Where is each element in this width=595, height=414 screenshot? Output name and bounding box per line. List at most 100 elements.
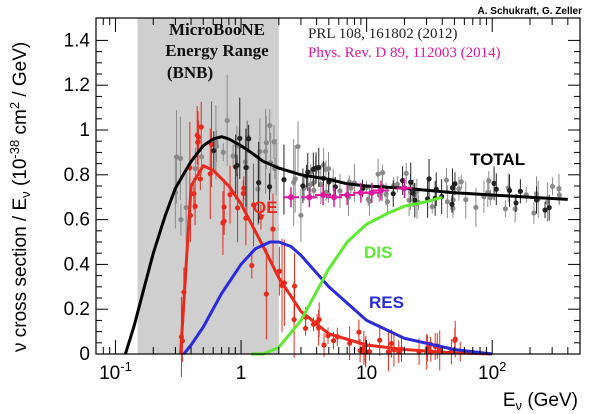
data-point xyxy=(258,214,264,220)
data-point xyxy=(316,316,322,323)
data-point xyxy=(234,205,241,211)
data-point xyxy=(366,198,373,204)
y-axis-title-main: ν cross section / E xyxy=(10,198,31,352)
curve-qe xyxy=(179,164,493,356)
ref-point xyxy=(357,189,364,196)
microboone-energy-band xyxy=(137,18,279,354)
data-point xyxy=(426,176,432,182)
curve-total xyxy=(123,135,568,355)
data-point xyxy=(486,178,492,184)
data-point xyxy=(449,185,456,191)
data-point xyxy=(276,268,282,274)
band-label-line-3: (BNB) xyxy=(167,63,213,82)
data-point xyxy=(375,171,381,177)
y-tick-label: 0.2 xyxy=(64,299,90,320)
ref-point xyxy=(306,194,313,201)
data-point xyxy=(263,291,269,297)
data-point xyxy=(266,184,273,190)
data-point xyxy=(531,210,537,216)
data-point xyxy=(491,180,497,186)
band-label: MicroBooNE Energy Range (BNB) xyxy=(165,20,269,82)
data-point xyxy=(493,186,499,192)
x-tick-label: 10-1 xyxy=(99,359,132,384)
y-axis-title-exp: -38 xyxy=(7,140,22,159)
data-point xyxy=(192,203,198,209)
data-point xyxy=(291,179,297,185)
data-point xyxy=(452,181,458,187)
x-axis-title: Eν (GeV) xyxy=(503,390,578,413)
data-point xyxy=(310,166,316,172)
data-point xyxy=(316,164,322,171)
data-point xyxy=(361,345,367,351)
band-label-line-1: MicroBooNE xyxy=(169,20,265,39)
curve-dis xyxy=(251,195,443,356)
data-point xyxy=(224,117,230,124)
data-point xyxy=(192,165,198,172)
data-point xyxy=(227,192,233,198)
data-point xyxy=(197,176,203,182)
data-point xyxy=(410,190,416,196)
x-axis-title-sub: ν xyxy=(516,398,523,413)
ref-point xyxy=(377,187,384,194)
data-point xyxy=(256,180,262,186)
x-tick-label: 1 xyxy=(236,363,247,384)
data-point xyxy=(377,337,383,343)
data-point xyxy=(513,200,519,206)
data-point xyxy=(366,349,373,355)
data-point xyxy=(305,169,311,175)
data-point xyxy=(250,202,257,208)
data-point xyxy=(243,164,249,171)
reference-prd: Phys. Rev. D 89, 112003 (2014) xyxy=(308,45,501,61)
data-point xyxy=(198,154,205,160)
data-point xyxy=(463,197,469,203)
axis-layer: 0 0.2 0.4 0.6 0.8 1 1.2 1.4 10-1 1 10 102 xyxy=(64,18,581,384)
data-point xyxy=(549,183,556,190)
data-point xyxy=(230,153,236,159)
data-point xyxy=(207,171,213,177)
data-point xyxy=(233,164,239,170)
x-axis-title-unit: (GeV) xyxy=(522,390,578,411)
data-point xyxy=(298,212,304,218)
data-point xyxy=(429,204,435,210)
data-point xyxy=(220,220,226,226)
label-qe: QE xyxy=(253,198,278,217)
data-point xyxy=(512,206,518,212)
data-point xyxy=(302,325,309,331)
data-points-layer xyxy=(172,74,562,378)
reference-points-layer xyxy=(283,178,413,208)
data-point xyxy=(337,188,343,194)
data-point xyxy=(390,191,396,197)
data-point xyxy=(213,139,219,145)
data-point xyxy=(449,201,455,207)
data-point xyxy=(452,337,458,344)
data-point xyxy=(198,124,204,130)
data-point xyxy=(249,262,255,269)
data-point xyxy=(263,148,269,155)
y-tick-label: 0.6 xyxy=(64,210,90,231)
data-point xyxy=(458,179,464,185)
data-point xyxy=(546,205,552,211)
y-tick-label: 1.4 xyxy=(64,30,91,51)
data-point xyxy=(348,185,354,191)
data-point xyxy=(178,217,184,223)
data-point xyxy=(271,139,277,145)
data-point xyxy=(291,316,297,323)
ref-point xyxy=(331,194,338,201)
data-point xyxy=(211,148,217,154)
data-point xyxy=(246,136,252,142)
data-point xyxy=(443,177,450,183)
data-point xyxy=(394,181,400,187)
data-point xyxy=(473,204,479,211)
data-point xyxy=(220,149,226,155)
data-point xyxy=(502,206,509,212)
label-dis: DIS xyxy=(364,243,392,262)
data-point xyxy=(506,187,513,194)
data-point xyxy=(356,329,362,335)
data-point xyxy=(267,122,273,129)
data-point xyxy=(403,170,409,177)
data-point xyxy=(385,349,392,355)
data-point xyxy=(384,199,391,205)
author-credit: A. Schukraft, G. Zeller xyxy=(478,6,583,17)
